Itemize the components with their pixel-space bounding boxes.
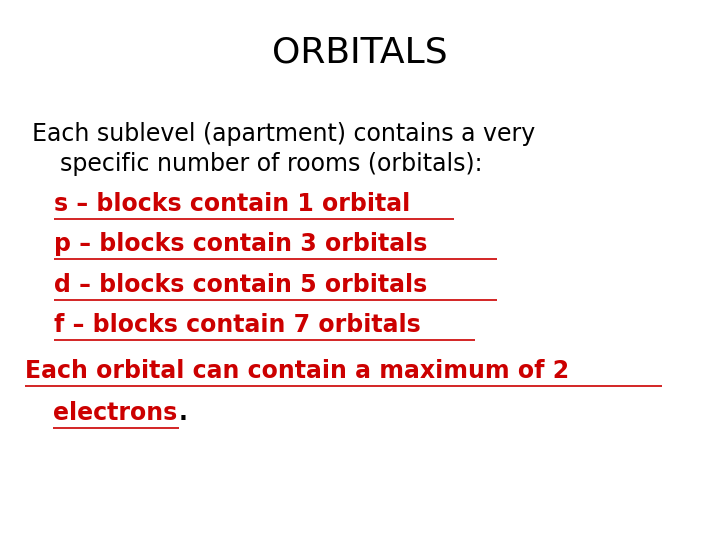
Text: s – blocks contain 1 orbital: s – blocks contain 1 orbital: [54, 192, 410, 215]
Text: specific number of rooms (orbitals):: specific number of rooms (orbitals):: [60, 152, 482, 176]
Text: electrons: electrons: [53, 401, 177, 424]
Text: ORBITALS: ORBITALS: [272, 35, 448, 69]
Text: .: .: [179, 401, 187, 424]
Text: d – blocks contain 5 orbitals: d – blocks contain 5 orbitals: [54, 273, 427, 296]
Text: Each sublevel (apartment) contains a very: Each sublevel (apartment) contains a ver…: [32, 122, 536, 145]
Text: f – blocks contain 7 orbitals: f – blocks contain 7 orbitals: [54, 313, 420, 337]
Text: p – blocks contain 3 orbitals: p – blocks contain 3 orbitals: [54, 232, 428, 256]
Text: Each orbital can contain a maximum of 2: Each orbital can contain a maximum of 2: [25, 359, 570, 383]
